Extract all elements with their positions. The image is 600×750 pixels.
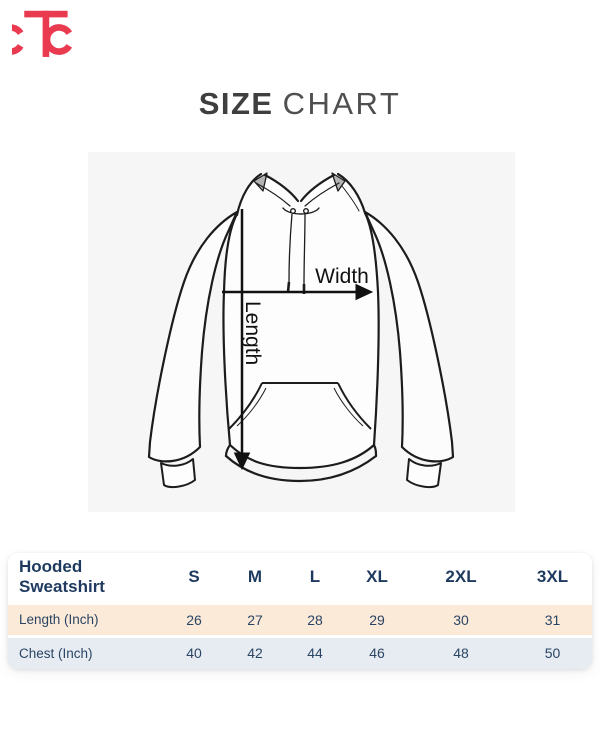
width-label: Width [315, 265, 369, 288]
size-table-card: Hooded Sweatshirt S M L XL 2XL 3XL Lengt… [8, 553, 592, 669]
chest-value-m: 42 [225, 634, 285, 669]
length-value-xl: 29 [345, 601, 409, 636]
size-col-m: M [225, 553, 285, 603]
width-arrow [222, 283, 374, 301]
size-table: Hooded Sweatshirt S M L XL 2XL 3XL Lengt… [8, 553, 592, 669]
row-label-chest: Chest (Inch) [8, 634, 163, 669]
table-row-length: Length (Inch) 26 27 28 29 30 31 [8, 601, 592, 636]
size-col-2xl: 2XL [409, 553, 513, 603]
size-col-3xl: 3XL [513, 553, 592, 603]
length-value-s: 26 [163, 601, 225, 636]
title-word-size: SIZE [198, 86, 274, 121]
length-value-l: 28 [285, 601, 345, 636]
size-col-s: S [163, 553, 225, 603]
title-word-chart: CHART [282, 86, 402, 121]
length-value-m: 27 [225, 601, 285, 636]
chest-value-xl: 46 [345, 634, 409, 669]
chest-value-l: 44 [285, 634, 345, 669]
hoodie-illustration: Width Length [147, 172, 455, 489]
chest-value-3xl: 50 [513, 634, 592, 669]
size-col-l: L [285, 553, 345, 603]
length-label: Length [241, 301, 264, 365]
hoodie-measurement-diagram: Width Length [88, 152, 515, 512]
size-table-header-row: Hooded Sweatshirt S M L XL 2XL 3XL [8, 553, 592, 603]
length-value-3xl: 31 [513, 601, 592, 636]
length-arrow [233, 209, 251, 471]
table-row-chest: Chest (Inch) 40 42 44 46 48 50 [8, 634, 592, 669]
chest-value-s: 40 [163, 634, 225, 669]
row-label-length: Length (Inch) [8, 601, 163, 636]
length-value-2xl: 30 [409, 601, 513, 636]
brand-logo [0, 7, 78, 61]
chest-value-2xl: 48 [409, 634, 513, 669]
product-name: Hooded Sweatshirt [8, 553, 163, 603]
ctc-logo-icon [0, 10, 73, 57]
page-title: SIZE CHART [0, 86, 600, 122]
size-col-xl: XL [345, 553, 409, 603]
